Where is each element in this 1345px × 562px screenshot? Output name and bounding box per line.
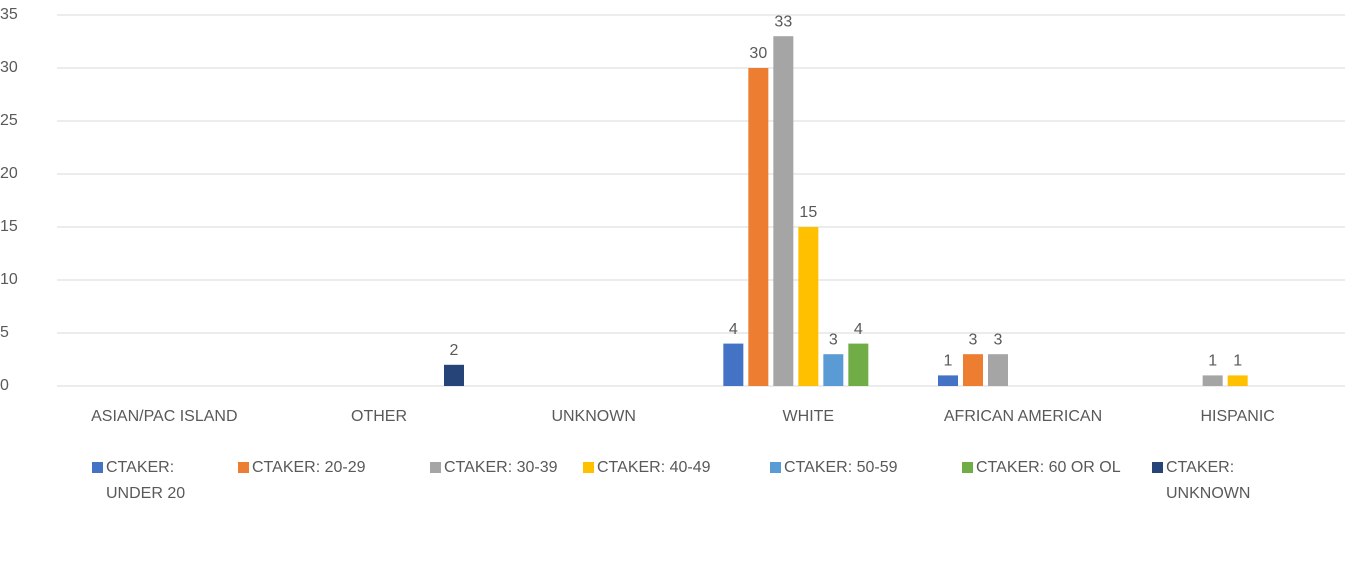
legend-swatch xyxy=(1152,462,1163,473)
data-label: 1 xyxy=(944,353,953,370)
bar xyxy=(748,68,769,386)
x-tick-label: OTHER xyxy=(351,408,407,425)
x-tick-label: ASIAN/PAC ISLAND xyxy=(91,408,237,425)
bar xyxy=(963,354,983,386)
bar xyxy=(723,343,744,386)
bar xyxy=(938,375,958,386)
legend-item: CTAKER: 60 OR OL xyxy=(962,455,1121,481)
x-tick-label: UNKNOWN xyxy=(551,408,635,425)
data-label: 1 xyxy=(1208,353,1217,370)
y-tick-label: 25 xyxy=(0,112,18,129)
y-tick-label: 10 xyxy=(0,271,18,288)
data-label: 3 xyxy=(969,331,978,348)
y-tick-label: 35 xyxy=(0,6,18,23)
bar xyxy=(1202,375,1223,386)
legend-item: CTAKER: 40-49 xyxy=(583,455,711,481)
y-tick-label: 30 xyxy=(0,59,18,76)
bar xyxy=(823,354,844,386)
data-label: 33 xyxy=(774,13,792,30)
legend-item: CTAKER: UNKNOWN xyxy=(1152,455,1266,507)
legend-swatch xyxy=(962,462,973,473)
legend-swatch xyxy=(238,462,249,473)
legend-swatch xyxy=(92,462,103,473)
data-label: 4 xyxy=(854,321,863,338)
x-tick-label: AFRICAN AMERICAN xyxy=(944,408,1102,425)
legend-label: CTAKER: 20-29 xyxy=(252,459,366,476)
data-label: 1 xyxy=(1233,353,1242,370)
legend-item: CTAKER: UNDER 20 xyxy=(92,455,216,507)
legend-swatch xyxy=(770,462,781,473)
bar xyxy=(1227,375,1248,386)
plot: 0 5 10 15 20 25 30 35 ASIAN/PAC ISLAND OTHER 2 UNKN… xyxy=(0,6,1345,425)
legend-label: CTAKER: 40-49 xyxy=(597,459,711,476)
legend-label: CTAKER: 30-39 xyxy=(444,459,558,476)
legend-label: CTAKER: UNKNOWN xyxy=(1166,459,1251,502)
x-tick-label: HISPANIC xyxy=(1200,408,1274,425)
legend-label: CTAKER: 60 OR OL xyxy=(976,459,1121,476)
y-tick-label: 20 xyxy=(0,165,18,182)
data-label: 3 xyxy=(994,331,1003,348)
data-label: 15 xyxy=(799,204,817,221)
bar xyxy=(988,354,1008,386)
y-tick-label: 15 xyxy=(0,218,18,235)
legend: CTAKER: UNDER 20 CTAKER: 20-29 CTAKER: 30-… xyxy=(0,455,1345,555)
data-label: 30 xyxy=(749,45,767,62)
data-label: 2 xyxy=(450,342,459,359)
data-label: 3 xyxy=(829,331,838,348)
bar xyxy=(798,227,819,386)
legend-swatch xyxy=(583,462,594,473)
bar xyxy=(848,343,869,386)
y-tick-label: 0 xyxy=(0,377,9,394)
legend-item: CTAKER: 50-59 xyxy=(770,455,898,481)
legend-label: CTAKER: UNDER 20 xyxy=(106,459,186,502)
legend-swatch xyxy=(430,462,441,473)
legend-label: CTAKER: 50-59 xyxy=(784,459,898,476)
y-tick-label: 5 xyxy=(0,324,9,341)
data-label: 4 xyxy=(729,321,738,338)
bar xyxy=(773,36,794,386)
x-tick-label: WHITE xyxy=(783,408,835,425)
legend-item: CTAKER: 20-29 xyxy=(238,455,366,481)
legend-item: CTAKER: 30-39 xyxy=(430,455,558,481)
bar xyxy=(444,364,464,386)
